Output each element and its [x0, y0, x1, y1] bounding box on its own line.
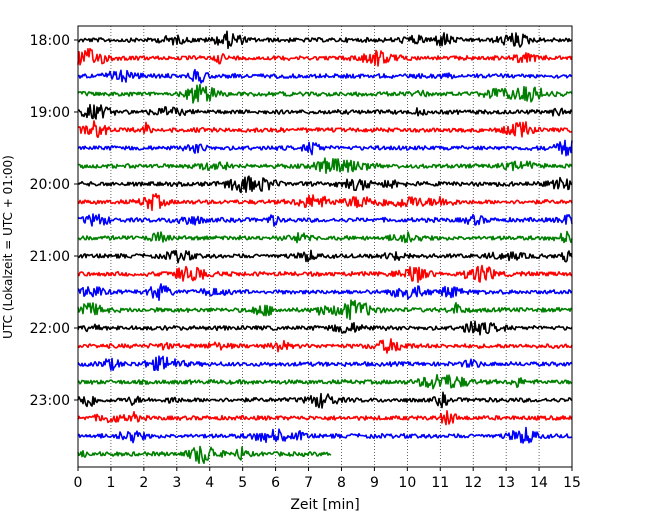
- trace-row-1815: [77, 47, 573, 67]
- trace-row-1945: [78, 157, 573, 174]
- trace-row-2045: [77, 230, 573, 244]
- trace-row-2315: [77, 410, 573, 426]
- trace-row-2030: [77, 213, 573, 227]
- x-axis-label: Zeit [min]: [290, 497, 359, 513]
- y-tick-label: 18:00: [30, 33, 70, 49]
- x-tick-label: 6: [271, 475, 280, 491]
- y-tick-label: 19:00: [30, 105, 70, 121]
- y-axis-label: UTC (Lokalzeit = UTC + 01:00): [1, 155, 15, 339]
- x-axis-ticks: 0 1 2 3 4 5 6 7 8 9 10 11 12 13 14 15: [74, 467, 581, 491]
- x-tick-label: 0: [74, 475, 83, 491]
- x-tick-label: 8: [337, 475, 346, 491]
- trace-row-2130: [77, 283, 573, 301]
- trace-row-1845: [77, 83, 573, 104]
- x-tick-label: 4: [205, 475, 214, 491]
- trace-row-2100: [78, 249, 573, 264]
- x-tick-label: 14: [530, 475, 548, 491]
- trace-row-1900: [77, 103, 573, 120]
- trace-row-1930: [77, 139, 573, 157]
- x-tick-label: 12: [464, 475, 482, 491]
- trace-row-2300: [77, 391, 573, 409]
- trace-row-1830: [77, 68, 573, 84]
- x-tick-label: 11: [431, 475, 449, 491]
- y-tick-label: 20:00: [30, 177, 70, 193]
- y-tick-label: 22:00: [30, 321, 70, 337]
- trace-row-2145: [77, 299, 573, 321]
- x-tick-label: 3: [172, 475, 181, 491]
- x-tick-label: 2: [139, 475, 148, 491]
- trace-row-2330: [77, 426, 573, 444]
- x-tick-label: 7: [304, 475, 313, 491]
- trace-row-2245: [77, 373, 573, 390]
- trace-row-1915: [78, 120, 573, 139]
- trace-row-2345: [77, 445, 332, 464]
- trace-row-2215: [77, 338, 573, 354]
- x-tick-label: 10: [398, 475, 416, 491]
- x-tick-label: 13: [497, 475, 515, 491]
- y-tick-label: 23:00: [30, 393, 70, 409]
- x-tick-label: 9: [370, 475, 379, 491]
- x-tick-label: 15: [563, 475, 581, 491]
- trace-row-2000: [77, 175, 573, 194]
- x-tick-label: 5: [238, 475, 247, 491]
- trace-row-2200: [77, 320, 573, 336]
- trace-row-2115: [77, 264, 573, 284]
- y-axis-ticks: 18:00 19:00 20:00 21:00 22:00 23:00: [30, 33, 78, 409]
- seismogram-traces: [77, 30, 573, 464]
- y-tick-label: 21:00: [30, 249, 70, 265]
- plot-frame: [77, 25, 573, 468]
- x-tick-label: 1: [106, 475, 115, 491]
- trace-row-2230: [77, 355, 573, 372]
- trace-row-2015: [77, 193, 573, 212]
- trace-row-1800: [77, 30, 573, 50]
